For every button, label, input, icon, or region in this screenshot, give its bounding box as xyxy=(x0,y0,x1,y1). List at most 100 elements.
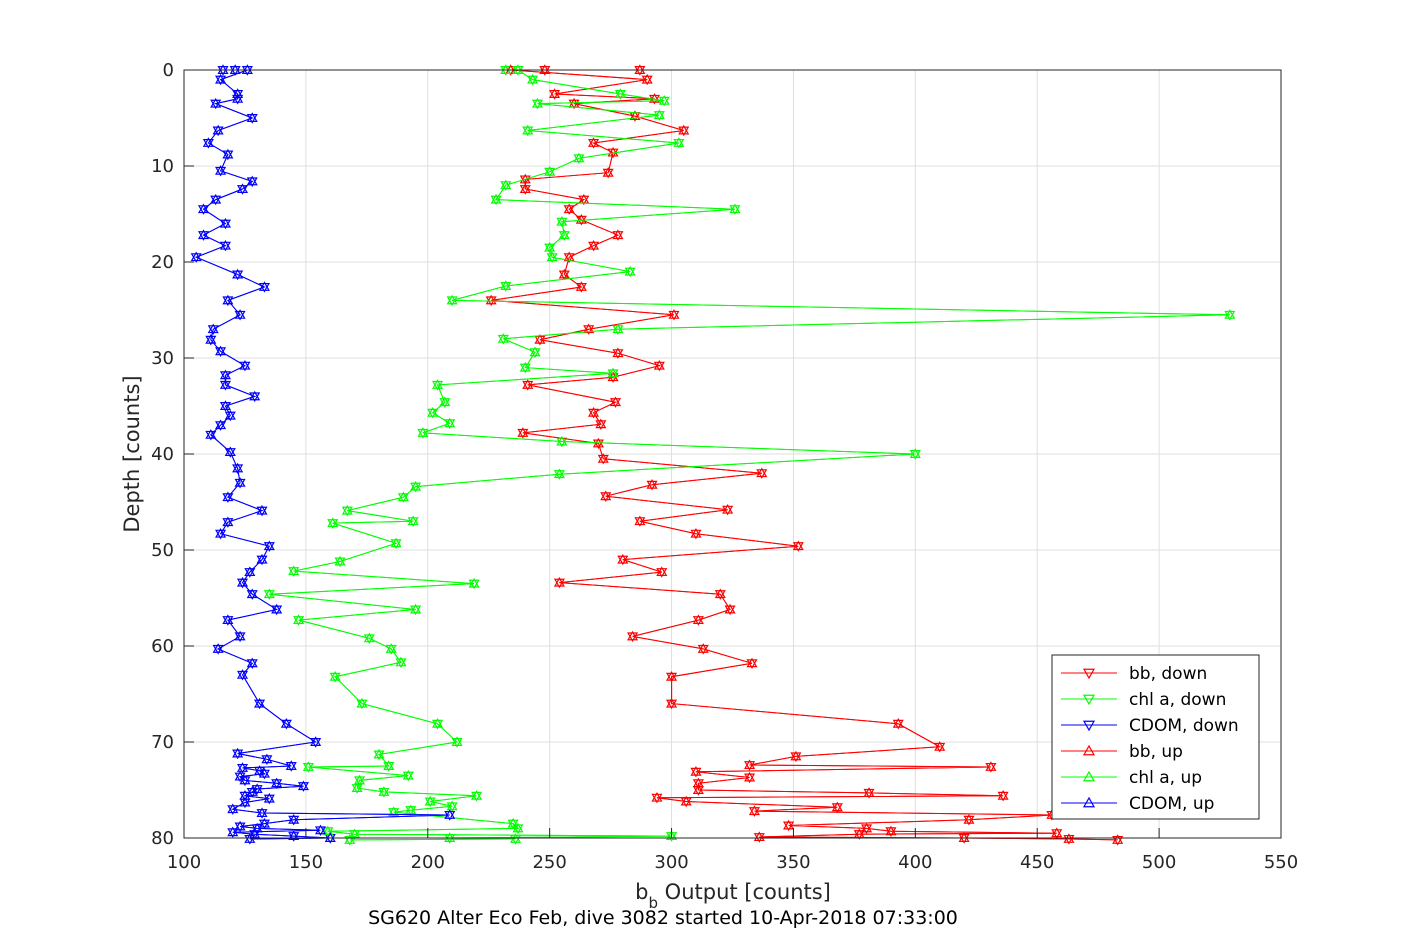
data-point xyxy=(522,379,534,389)
data-point xyxy=(666,671,678,681)
legend-label: chl a, down xyxy=(1129,690,1226,710)
data-point xyxy=(329,671,341,681)
data-point xyxy=(215,345,227,356)
data-point xyxy=(417,427,429,437)
x-tick-label: 500 xyxy=(1142,852,1176,873)
data-point xyxy=(646,479,658,489)
data-point xyxy=(402,769,414,780)
legend-marker xyxy=(1082,744,1096,756)
data-point xyxy=(746,657,758,668)
data-point xyxy=(410,480,422,491)
data-point xyxy=(344,834,356,844)
data-point xyxy=(222,491,234,502)
x-tick-label: 100 xyxy=(167,852,201,873)
data-point xyxy=(285,760,297,770)
data-point xyxy=(322,825,334,836)
data-point xyxy=(297,780,309,791)
data-point xyxy=(444,809,456,819)
data-point xyxy=(210,193,222,204)
data-point xyxy=(575,281,587,291)
data-point xyxy=(612,323,624,334)
data-point xyxy=(234,820,246,831)
data-point xyxy=(985,761,997,771)
data-point xyxy=(519,183,531,194)
data-point xyxy=(529,346,541,357)
y-tick-label: 70 xyxy=(151,732,174,753)
data-point xyxy=(783,819,795,830)
data-point xyxy=(341,504,353,515)
data-point xyxy=(909,448,921,458)
data-point xyxy=(666,697,678,708)
data-point xyxy=(263,792,275,803)
data-point xyxy=(431,379,444,389)
legend-label: CDOM, up xyxy=(1129,794,1214,814)
data-point xyxy=(485,294,497,305)
legend-entry: bb, up xyxy=(1061,742,1183,762)
x-tick-label: 250 xyxy=(532,852,566,873)
data-point xyxy=(244,566,256,577)
x-axis-label-subscript: b xyxy=(648,894,658,912)
legend-entry: bb, down xyxy=(1061,664,1207,684)
data-point xyxy=(258,817,270,828)
data-point xyxy=(609,396,622,407)
legend-label: bb, down xyxy=(1129,664,1207,684)
data-point xyxy=(256,807,268,818)
data-point xyxy=(232,88,244,98)
data-point xyxy=(256,504,268,515)
data-point xyxy=(310,736,322,746)
data-point xyxy=(405,804,417,815)
data-point xyxy=(215,73,227,84)
x-tick-label: 300 xyxy=(654,852,688,873)
data-point xyxy=(246,588,258,599)
data-point xyxy=(431,718,444,728)
data-point xyxy=(232,462,244,473)
data-point xyxy=(1112,834,1124,844)
legend-entry: CDOM, down xyxy=(1061,716,1239,736)
data-point xyxy=(724,603,736,614)
data-point xyxy=(934,741,946,751)
data-point xyxy=(280,718,292,728)
data-point xyxy=(729,203,741,214)
data-point xyxy=(207,323,219,334)
data-point xyxy=(790,750,802,761)
axis-ticks: 100 150 200 250 300 350 400 450 500 550 0 10 20 30 40 5… xyxy=(151,60,1298,873)
data-point xyxy=(251,822,263,833)
data-point xyxy=(656,566,668,577)
data-point xyxy=(1224,309,1236,319)
data-point xyxy=(658,95,670,105)
legend-label: CDOM, down xyxy=(1129,716,1239,736)
data-point xyxy=(263,540,275,551)
data-point xyxy=(690,527,702,538)
data-point xyxy=(385,643,397,653)
data-point xyxy=(232,747,244,758)
data-point xyxy=(439,396,451,407)
data-point xyxy=(507,817,519,828)
series-chl-a-up xyxy=(263,64,1236,844)
data-point xyxy=(527,73,539,84)
data-point xyxy=(236,183,249,194)
data-point xyxy=(558,268,570,279)
data-point xyxy=(197,229,210,240)
data-point xyxy=(254,765,266,775)
data-point xyxy=(236,576,249,587)
data-point xyxy=(232,268,244,279)
data-point xyxy=(222,294,234,305)
data-point xyxy=(271,603,283,614)
data-point xyxy=(573,152,585,163)
data-point xyxy=(648,93,661,103)
data-point xyxy=(215,527,227,538)
x-tick-label: 150 xyxy=(289,852,323,873)
series-cdom-up xyxy=(190,64,456,843)
data-point xyxy=(680,795,692,806)
series-layer xyxy=(190,64,1236,846)
data-point xyxy=(617,553,629,564)
data-point xyxy=(744,771,756,782)
data-point xyxy=(239,796,251,807)
data-point xyxy=(624,265,636,276)
data-point xyxy=(690,766,702,776)
data-point xyxy=(614,88,626,98)
series-line-chl-a-up xyxy=(269,69,1230,841)
data-point xyxy=(539,64,551,74)
data-point xyxy=(629,110,641,121)
data-point xyxy=(575,214,587,224)
